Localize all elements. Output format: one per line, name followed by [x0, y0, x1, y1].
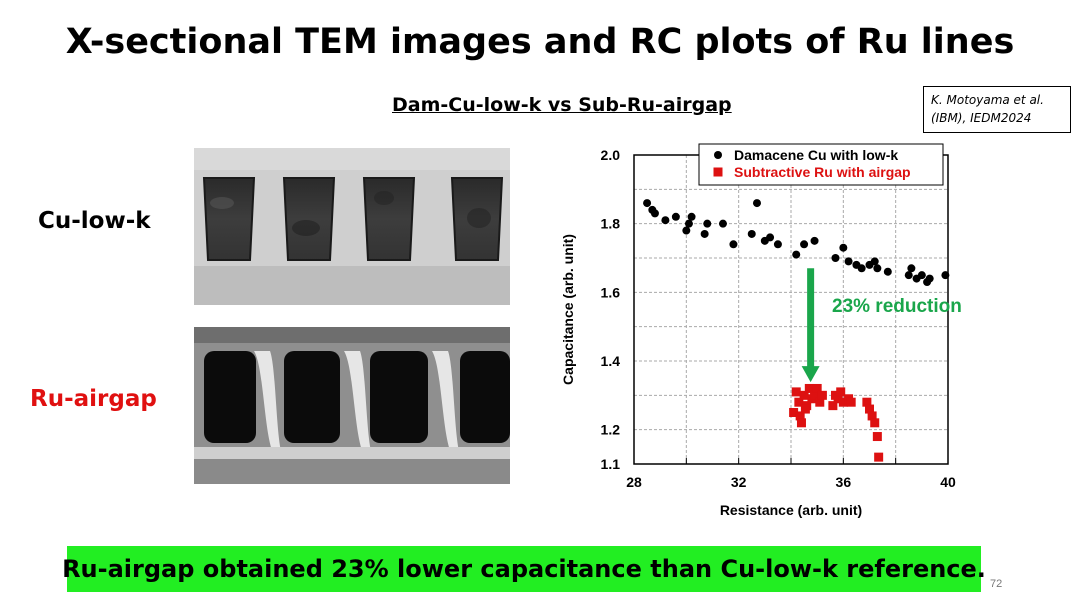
citation-authors: K. Motoyama et al.	[931, 93, 1044, 107]
page-number: 72	[990, 578, 1003, 590]
subtractive-ru-point	[872, 432, 882, 442]
x-tick-label: 36	[836, 474, 852, 490]
y-tick-label: 1.8	[601, 216, 621, 232]
subtractive-ru-point	[817, 390, 827, 400]
cu-low-k-tem-image	[194, 148, 510, 305]
rc-scatter-chart: 28 32 36 40 1.1 1.2 1.4 1.6 1.8 2.0 Resistance (ar…	[550, 138, 980, 528]
subtractive-ru-point	[800, 404, 810, 414]
subtractive-ru-point	[874, 452, 884, 462]
y-tick-label: 1.6	[601, 284, 621, 300]
subtractive-ru-point	[815, 397, 825, 407]
citation-box: K. Motoyama et al. (IBM), IEDM2024	[923, 86, 1071, 133]
legend-box	[698, 143, 944, 186]
damascene-cu-point	[718, 219, 727, 228]
damascene-cu-point	[870, 257, 879, 266]
subtractive-ru-point	[838, 397, 848, 407]
y-tick-label: 2.0	[601, 147, 621, 163]
legend-marker-damascene	[714, 151, 722, 159]
damascene-cu-point	[941, 271, 950, 280]
damascene-cu-point	[682, 226, 691, 235]
slide-subtitle: Dam-Cu-low-k vs Sub-Ru-airgap	[392, 94, 732, 116]
y-tick-label: 1.4	[601, 353, 621, 369]
legend-marker-subtractive	[713, 167, 723, 177]
damascene-cu-point	[747, 229, 756, 238]
legend-label-subtractive: Subtractive Ru with airgap	[734, 164, 911, 180]
subtractive-ru-point	[791, 387, 801, 397]
subtractive-ru-point	[865, 404, 874, 414]
damascene-cu-point	[684, 219, 693, 228]
damascene-cu-point	[925, 274, 934, 283]
damascene-cu-point	[643, 199, 652, 208]
subtractive-ru-point	[799, 390, 809, 400]
subtractive-ru-point	[862, 397, 872, 407]
damascene-cu-point	[844, 257, 853, 266]
damascene-cu-point	[729, 240, 738, 249]
damascene-cu-point	[883, 267, 892, 276]
damascene-cu-point	[810, 236, 819, 245]
cu-low-k-label: Cu-low-k	[38, 208, 151, 234]
subtractive-ru-point	[867, 411, 877, 421]
damascene-cu-point	[752, 199, 761, 208]
damascene-cu-point	[671, 212, 680, 221]
damascene-cu-point	[831, 254, 840, 262]
slide-title: X-sectional TEM images and RC plots of R…	[65, 22, 1015, 62]
subtractive-ru-point	[836, 387, 846, 397]
subtractive-ru-point	[833, 394, 843, 404]
y-tick-label: 1.1	[601, 456, 621, 472]
subtractive-ru-point	[795, 411, 805, 421]
legend-label-damascene: Damacene Cu with low-k	[734, 147, 898, 163]
damascene-cu-point	[904, 271, 913, 280]
subtractive-ru-point	[796, 418, 806, 428]
subtractive-ru-point	[794, 397, 804, 407]
damascene-cu-point	[792, 250, 801, 259]
reduction-arrow-head	[801, 366, 820, 383]
y-axis-label: Capacitance (arb. unit)	[560, 234, 576, 385]
damascene-cu-point	[766, 233, 775, 242]
damascene-cu-point	[650, 209, 659, 218]
subtractive-ru-point	[789, 408, 799, 417]
damascene-cu-point	[857, 264, 866, 273]
x-tick-label: 28	[626, 474, 642, 490]
x-tick-label: 32	[731, 474, 747, 490]
subtractive-ru-point	[870, 418, 880, 428]
y-tick-label: 1.2	[601, 422, 621, 438]
damascene-cu-point	[873, 264, 882, 273]
x-axis-label: Resistance (arb. unit)	[720, 502, 862, 518]
damascene-cu-point	[661, 216, 670, 225]
subtractive-ru-point	[828, 401, 838, 411]
damascene-cu-point	[703, 219, 712, 228]
ru-airgap-tem-image	[194, 327, 510, 484]
damascene-cu-point	[773, 240, 782, 249]
subtractive-ru-point	[846, 397, 856, 407]
damascene-cu-point	[687, 212, 696, 221]
citation-venue: (IBM), IEDM2024	[931, 111, 1032, 125]
x-tick-label: 40	[940, 474, 956, 490]
damascene-cu-point	[800, 240, 809, 249]
reduction-annotation: 23% reduction	[832, 296, 962, 317]
subtractive-ru-point	[804, 383, 814, 393]
conclusion-banner: Ru-airgap obtained 23% lower capacitance…	[62, 546, 986, 592]
subtractive-ru-point	[810, 390, 820, 400]
ru-airgap-label: Ru-airgap	[30, 386, 157, 412]
rc-chart-svg: 28 32 36 40 1.1 1.2 1.4 1.6 1.8 2.0 Resistance (ar…	[560, 143, 962, 518]
subtractive-ru-point	[812, 383, 822, 393]
damascene-cu-point	[839, 243, 848, 252]
damascene-cu-point	[907, 264, 916, 273]
damascene-cu-point	[917, 271, 926, 280]
damascene-cu-point	[700, 229, 709, 238]
